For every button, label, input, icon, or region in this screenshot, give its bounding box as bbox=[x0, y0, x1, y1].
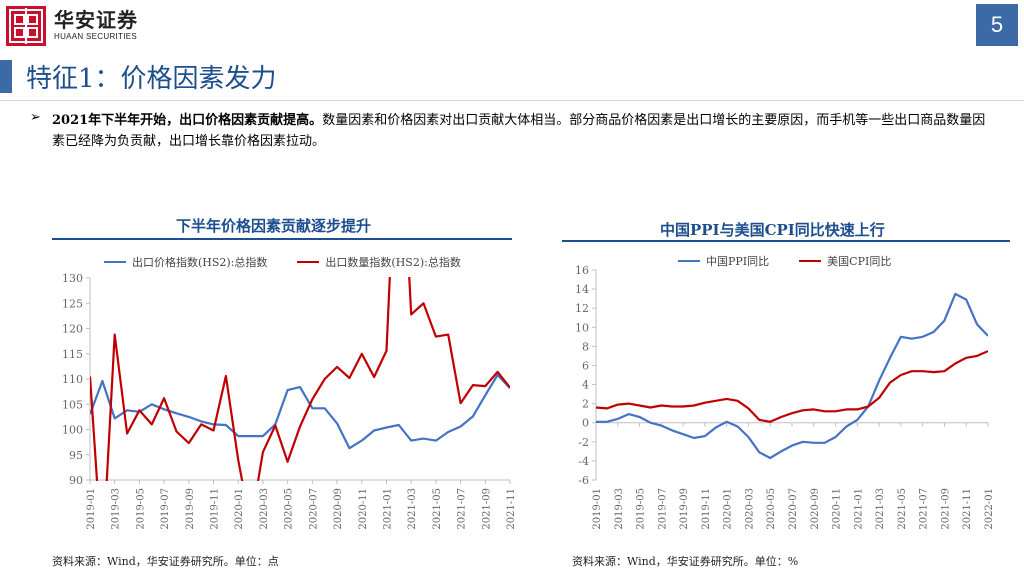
y-tick-label: 95 bbox=[69, 449, 83, 462]
title-accent-bar bbox=[0, 60, 12, 93]
x-tick-label: 2021-03 bbox=[407, 488, 418, 530]
x-tick-label: 2021-09 bbox=[481, 488, 492, 530]
page-title: 特征1：价格因素发力 bbox=[26, 64, 277, 94]
series-line-1 bbox=[596, 292, 988, 460]
x-tick-label: 2021-03 bbox=[875, 488, 886, 530]
y-tick-label: 6 bbox=[582, 359, 589, 372]
y-tick-label: 0 bbox=[582, 417, 589, 430]
x-tick-label: 2020-11 bbox=[358, 488, 369, 530]
right-chart-legend: 中国PPI同比 美国CPI同比 bbox=[678, 253, 891, 269]
x-tick-label: 2021-05 bbox=[432, 488, 443, 530]
y-tick-label: 12 bbox=[575, 302, 589, 315]
bullet-arrow-icon: ➢ bbox=[30, 110, 41, 125]
left-chart-rule bbox=[52, 238, 512, 240]
company-name-en: HUAAN SECURITIES bbox=[54, 32, 138, 41]
x-tick-label: 2019-01 bbox=[86, 488, 97, 530]
legend-swatch-ppi bbox=[678, 260, 700, 262]
x-tick-label: 2020-05 bbox=[284, 488, 295, 530]
y-tick-label: -6 bbox=[578, 474, 589, 487]
y-tick-label: 110 bbox=[62, 373, 83, 386]
x-tick-label: 2019-03 bbox=[614, 488, 625, 530]
x-tick-label: 2019-07 bbox=[657, 488, 668, 530]
x-tick-label: 2020-09 bbox=[333, 488, 344, 530]
x-tick-label: 2019-05 bbox=[135, 488, 146, 530]
x-tick-label: 2020-03 bbox=[744, 488, 755, 530]
summary-paragraph: 2021年下半年开始，出口价格因素贡献提高。数量因素和价格因素对出口贡献大体相当… bbox=[52, 110, 992, 152]
legend-label-price: 出口价格指数(HS2):总指数 bbox=[132, 256, 268, 269]
series-line-2 bbox=[90, 277, 510, 481]
left-chart-legend: 出口价格指数(HS2):总指数 出口数量指数(HS2):总指数 bbox=[104, 254, 461, 270]
x-tick-label: 2022-01 bbox=[984, 488, 995, 530]
legend-label-ppi: 中国PPI同比 bbox=[706, 255, 770, 268]
y-tick-label: 4 bbox=[582, 379, 589, 392]
y-tick-label: 90 bbox=[69, 474, 83, 487]
x-tick-label: 2021-01 bbox=[853, 488, 864, 530]
y-tick-label: 125 bbox=[62, 297, 83, 310]
y-tick-label: 10 bbox=[575, 321, 589, 334]
x-tick-label: 2021-07 bbox=[457, 488, 468, 530]
summary-text: 数量因素和价格因素对出口贡献大体相当。部分商品价格因素是出口增长的主要原因，而手… bbox=[52, 113, 986, 149]
x-tick-label: 2020-11 bbox=[832, 488, 843, 530]
y-tick-label: 16 bbox=[575, 264, 589, 277]
y-tick-label: 100 bbox=[62, 424, 83, 437]
x-tick-label: 2021-07 bbox=[919, 488, 930, 530]
x-tick-label: 2020-07 bbox=[308, 488, 319, 530]
left-chart-source: 资料来源：Wind，华安证券研究所。单位：点 bbox=[52, 555, 279, 568]
title-divider bbox=[0, 100, 1024, 101]
x-tick-label: 2019-01 bbox=[592, 488, 603, 530]
x-tick-label: 2020-07 bbox=[788, 488, 799, 530]
y-tick-label: -2 bbox=[578, 436, 589, 449]
y-tick-label: 115 bbox=[62, 348, 83, 361]
legend-label-quantity: 出口数量指数(HS2):总指数 bbox=[325, 256, 461, 269]
x-tick-label: 2020-05 bbox=[766, 488, 777, 530]
x-tick-label: 2021-05 bbox=[897, 488, 908, 530]
series-line-1 bbox=[90, 373, 510, 450]
left-chart-title: 下半年价格因素贡献逐步提升 bbox=[176, 217, 372, 235]
x-tick-label: 2019-03 bbox=[111, 488, 122, 530]
x-tick-label: 2019-09 bbox=[185, 488, 196, 530]
y-tick-label: 2 bbox=[582, 398, 589, 411]
left-line-chart: 90 95 100 105 110 115 120 125 130 2019-01 2019-03 2… bbox=[62, 272, 517, 530]
y-tick-label: 8 bbox=[582, 340, 589, 353]
legend-swatch-price bbox=[104, 261, 126, 263]
x-tick-label: 2020-01 bbox=[723, 488, 734, 530]
y-tick-label: 14 bbox=[575, 283, 589, 296]
x-tick-label: 2019-09 bbox=[679, 488, 690, 530]
legend-swatch-quantity bbox=[297, 261, 320, 263]
x-tick-label: 2019-07 bbox=[160, 488, 171, 530]
company-logo-mark bbox=[6, 6, 46, 46]
x-tick-label: 2019-11 bbox=[210, 488, 221, 530]
legend-swatch-cpi bbox=[799, 260, 822, 262]
right-chart-rule bbox=[562, 240, 1010, 242]
x-tick-label: 2020-09 bbox=[810, 488, 821, 530]
x-tick-label: 2021-11 bbox=[506, 488, 517, 530]
summary-highlight: 2021年下半年开始，出口价格因素贡献提高。 bbox=[52, 113, 323, 128]
y-tick-label: 120 bbox=[62, 323, 83, 336]
x-tick-label: 2020-01 bbox=[234, 488, 245, 530]
right-line-chart: -6 -4 -2 0 2 4 6 8 10 12 14 16 2019-01 2019-03 2019-05… bbox=[575, 264, 995, 530]
series-line-2 bbox=[596, 350, 988, 423]
company-name-cn: 华安证券 bbox=[54, 8, 138, 32]
legend-label-cpi: 美国CPI同比 bbox=[827, 255, 892, 268]
page-number: 5 bbox=[976, 4, 1018, 46]
right-chart-title: 中国PPI与美国CPI同比快速上行 bbox=[660, 221, 885, 239]
x-tick-label: 2021-11 bbox=[962, 488, 973, 530]
x-tick-label: 2019-11 bbox=[701, 488, 712, 530]
x-tick-label: 2020-03 bbox=[259, 488, 270, 530]
x-tick-label: 2021-01 bbox=[382, 488, 393, 530]
y-tick-label: -4 bbox=[578, 455, 589, 468]
right-chart-source: 资料来源：Wind，华安证券研究所。单位：% bbox=[572, 555, 799, 568]
x-tick-label: 2021-09 bbox=[940, 488, 951, 530]
y-tick-label: 130 bbox=[62, 272, 83, 285]
x-tick-label: 2019-05 bbox=[636, 488, 647, 530]
y-tick-label: 105 bbox=[62, 398, 83, 411]
